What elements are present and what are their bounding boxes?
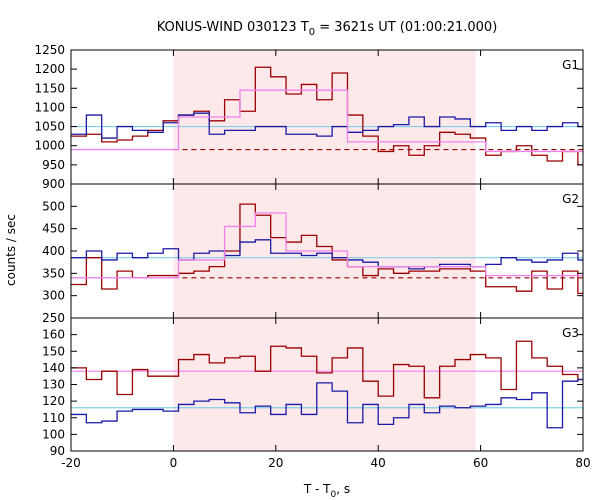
panel-g2: 250 300 350 400 450 500 G2 [42, 183, 584, 325]
y-tick-label: 300 [42, 289, 65, 303]
series-dark_red-histogram [71, 203, 583, 295]
x-axis-label: T - T0, s [303, 482, 350, 500]
series-dark_red-histogram [71, 340, 583, 399]
x-tick-label: 20 [268, 456, 283, 470]
y-tick-label: 130 [42, 378, 65, 392]
y-tick-label: 140 [42, 361, 65, 375]
y-tick-label: 120 [42, 394, 65, 408]
series-blue-histogram [71, 239, 583, 270]
y-tick-label: 350 [42, 266, 65, 280]
y-tick-label: 250 [42, 311, 65, 325]
y-tick-label: 400 [42, 244, 65, 258]
y-tick-label: 1100 [34, 100, 65, 114]
y-tick-label: 500 [42, 199, 65, 213]
panel-label: G2 [562, 192, 579, 206]
y-tick-label: 450 [42, 222, 65, 236]
y-tick-label: 950 [42, 158, 65, 172]
shaded-interval [173, 318, 476, 451]
x-tick-label: 0 [170, 456, 178, 470]
y-tick-label: 1000 [34, 139, 65, 153]
plot-area [71, 203, 583, 295]
y-axis-label: counts / sec [4, 214, 18, 286]
y-tick-label: 1200 [34, 62, 65, 76]
y-tick-label: 1150 [34, 81, 65, 95]
y-tick-label: 150 [42, 344, 65, 358]
panels-group: 900950100010501100115012001250G125030035… [34, 43, 591, 470]
series-pink-histogram [71, 89, 583, 153]
y-tick-label: 160 [42, 328, 65, 342]
x-tick-label: 80 [575, 456, 590, 470]
plot-area [71, 66, 583, 166]
y-tick-label: 100 [42, 427, 65, 441]
plot-area [71, 340, 583, 429]
panel-g3: 90 100 110 120 130 140 150 160 -20 0 20 40 60 80 G3 [42, 317, 591, 470]
x-tick-label: 40 [371, 456, 386, 470]
y-tick-label: 1250 [34, 43, 65, 57]
panel-label: G1 [562, 58, 579, 72]
x-tick-label: -20 [61, 456, 81, 470]
panel-label: G3 [562, 326, 579, 340]
y-tick-label: 110 [42, 411, 65, 425]
x-tick-label: 60 [473, 456, 488, 470]
y-tick-label: 1050 [34, 120, 65, 134]
series-pink-histogram [71, 212, 583, 279]
y-tick-label: 90 [50, 444, 65, 458]
chart-title: KONUS-WIND 030123 T0 = 3621s UT (01:00:2… [157, 20, 498, 38]
series-blue-histogram [71, 378, 583, 429]
panel-g1: 900 950 1000 1050 1100 1150 1200 1250 G1 [34, 43, 584, 191]
y-tick-label: 900 [42, 177, 65, 191]
